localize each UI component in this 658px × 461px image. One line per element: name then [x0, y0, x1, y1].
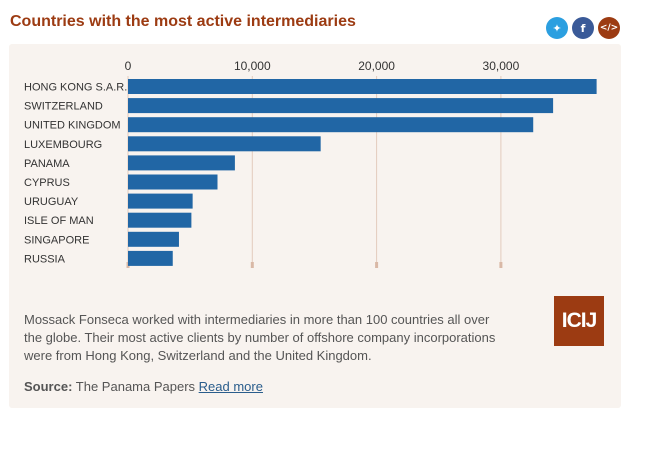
- bar: [128, 155, 235, 171]
- axis-tick-mark: [499, 262, 503, 268]
- axis-tick-mark: [375, 262, 379, 268]
- category-label: ISLE OF MAN: [24, 215, 94, 227]
- chart-caption: Mossack Fonseca worked with intermediari…: [24, 312, 496, 363]
- facebook-share-button[interactable]: f: [572, 17, 594, 39]
- x-tick-label: 0: [125, 59, 132, 73]
- bar: [128, 231, 179, 247]
- embed-button[interactable]: </>: [598, 17, 620, 39]
- category-label: PANAMA: [24, 158, 70, 170]
- icij-logo: ICIJ: [554, 296, 604, 346]
- bar: [128, 193, 193, 209]
- category-label: RUSSIA: [24, 253, 66, 265]
- source-line: Source: The Panama Papers Read more: [24, 379, 263, 394]
- bar: [128, 98, 554, 114]
- bar: [128, 174, 218, 190]
- bar: [128, 250, 173, 266]
- category-label: UNITED KINGDOM: [24, 120, 121, 132]
- bars: [128, 79, 597, 266]
- bar: [128, 212, 192, 228]
- category-label: HONG KONG S.A.R.: [24, 82, 127, 94]
- category-label: LUXEMBOURG: [24, 139, 102, 151]
- bar: [128, 117, 534, 133]
- x-tick-label: 10,000: [234, 59, 271, 73]
- category-label: CYPRUS: [24, 177, 70, 189]
- bar: [128, 79, 597, 94]
- source-label: Source:: [24, 379, 73, 394]
- chart-title: Countries with the most active intermedi…: [10, 13, 356, 30]
- embed-code-icon: </>: [599, 23, 619, 33]
- twitter-icon: ✦: [552, 21, 562, 35]
- category-label: SWITZERLAND: [24, 101, 103, 113]
- x-tick-label: 30,000: [483, 59, 520, 73]
- bar-chart: 0 10,000 20,000 30,000 HONG KONG S.A.R. SWIT…: [24, 59, 597, 268]
- x-axis-ticks: 0 10,000 20,000 30,000: [125, 59, 520, 73]
- source-text: The Panama Papers: [75, 379, 196, 394]
- axis-tick-mark: [250, 262, 254, 268]
- twitter-share-button[interactable]: ✦: [546, 17, 568, 39]
- category-label: SINGAPORE: [24, 234, 89, 246]
- category-label: URUGUAY: [24, 196, 79, 208]
- x-tick-label: 20,000: [358, 59, 395, 73]
- read-more-link[interactable]: Read more: [198, 379, 263, 394]
- bar: [128, 136, 321, 152]
- category-labels: HONG KONG S.A.R. SWITZERLAND UNITED KINGDO…: [24, 82, 127, 266]
- facebook-icon: f: [580, 21, 586, 35]
